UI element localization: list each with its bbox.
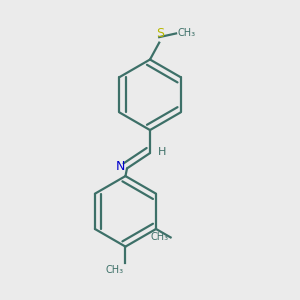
Text: CH₃: CH₃ [178,28,196,38]
Text: H: H [158,146,166,157]
Text: S: S [156,27,164,40]
Text: CH₃: CH₃ [106,265,124,275]
Text: N: N [116,160,125,173]
Text: CH₃: CH₃ [151,232,169,242]
